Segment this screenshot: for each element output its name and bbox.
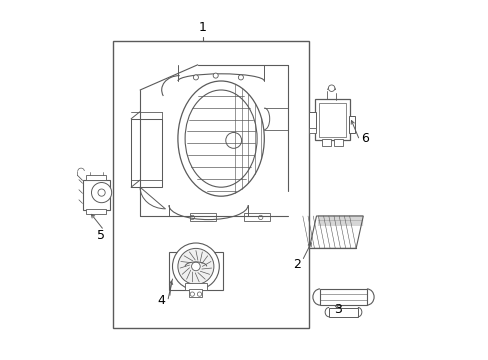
Circle shape [91, 183, 111, 203]
Ellipse shape [178, 81, 264, 196]
Bar [348, 116, 355, 133]
Bar [190, 213, 215, 221]
Circle shape [197, 292, 201, 296]
Circle shape [191, 262, 200, 271]
Circle shape [190, 292, 194, 296]
Text: 5: 5 [96, 229, 104, 242]
Bar [309, 128, 316, 133]
Bar [86, 175, 106, 180]
Bar [168, 252, 223, 290]
Bar [320, 289, 366, 305]
Circle shape [213, 73, 218, 78]
Bar [82, 180, 110, 210]
Ellipse shape [185, 90, 257, 187]
Circle shape [238, 75, 243, 80]
Bar [309, 112, 316, 130]
Bar [113, 41, 309, 328]
Bar [321, 139, 330, 146]
Bar [185, 283, 206, 290]
Text: 4: 4 [158, 294, 165, 307]
Bar [131, 119, 162, 187]
Circle shape [193, 75, 198, 80]
Bar [244, 213, 269, 221]
Text: 3: 3 [333, 303, 341, 316]
Bar [189, 289, 202, 297]
Circle shape [225, 132, 241, 148]
Polygon shape [309, 216, 363, 248]
Circle shape [98, 189, 105, 196]
Circle shape [178, 248, 213, 284]
Bar [318, 103, 346, 137]
Bar [315, 99, 349, 140]
Bar [328, 308, 357, 317]
Circle shape [258, 215, 263, 220]
Bar [333, 139, 343, 146]
Circle shape [172, 243, 219, 290]
Circle shape [190, 215, 194, 220]
Text: 1: 1 [199, 21, 206, 33]
Circle shape [328, 85, 334, 91]
Bar [86, 209, 106, 214]
Text: 2: 2 [292, 258, 300, 271]
Text: 6: 6 [361, 132, 368, 145]
